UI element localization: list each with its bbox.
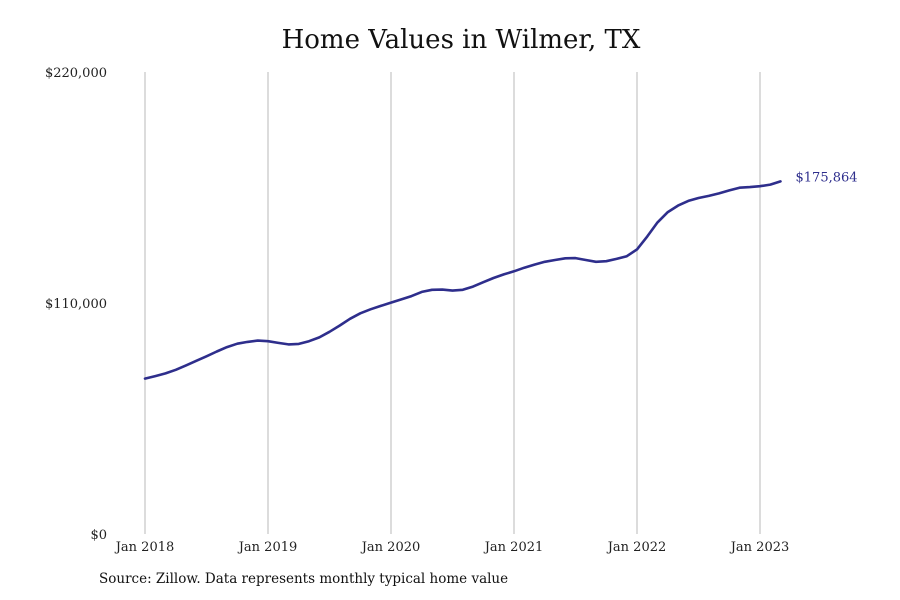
source-note: Source: Zillow. Data represents monthly …	[99, 571, 509, 587]
y-tick-label: $110,000	[45, 297, 107, 312]
x-tick-label: Jan 2022	[606, 540, 667, 555]
y-tick-label: $0	[90, 528, 107, 543]
x-tick-label: Jan 2020	[360, 540, 421, 555]
y-tick-label: $220,000	[45, 66, 107, 81]
series-line	[143, 180, 782, 380]
series-end-value-label: $175,864	[796, 170, 858, 185]
chart-title: Home Values in Wilmer, TX	[281, 25, 641, 55]
x-tick-label: Jan 2019	[237, 540, 298, 555]
x-tick-label: Jan 2018	[114, 540, 175, 555]
x-tick-label: Jan 2023	[729, 540, 790, 555]
x-tick-label: Jan 2021	[483, 540, 544, 555]
